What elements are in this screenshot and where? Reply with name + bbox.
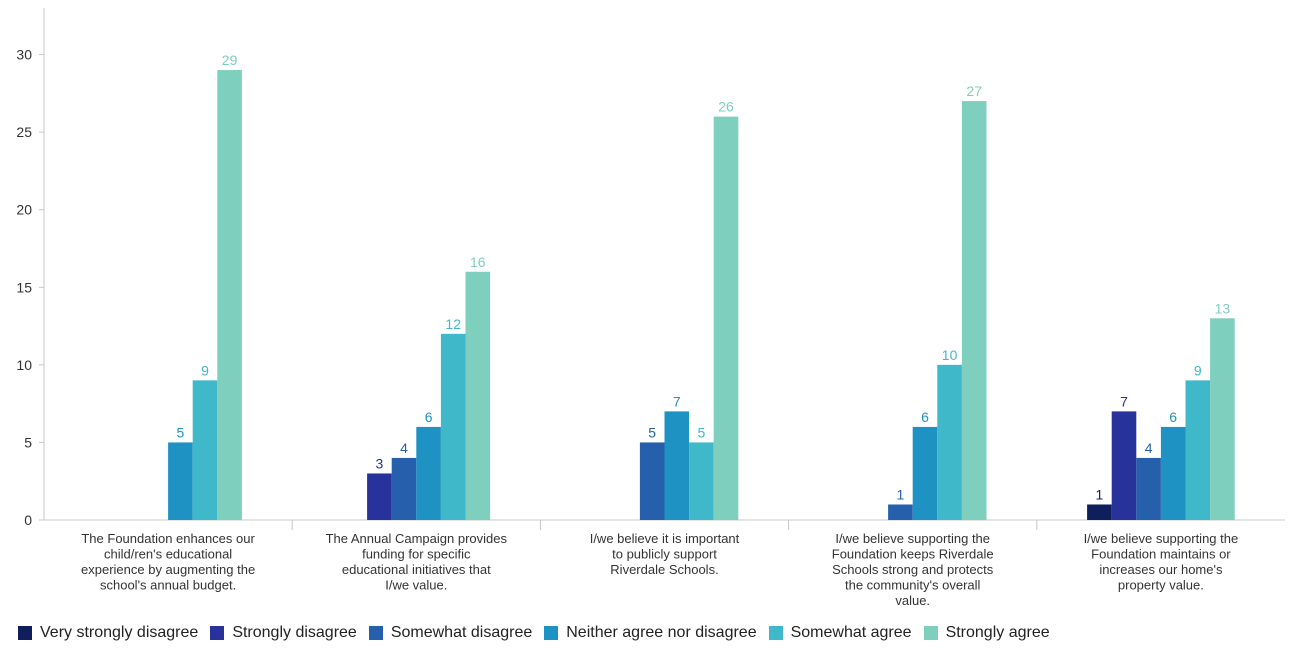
x-tick-label-line: educational initiatives that	[342, 562, 491, 577]
bar	[192, 380, 218, 520]
legend-item: Neither agree nor disagree	[544, 624, 757, 642]
x-tick-label-line: school's annual budget.	[100, 578, 236, 593]
legend-label: Very strongly disagree	[40, 624, 199, 641]
x-tick-label-line: child/ren's educational	[104, 547, 232, 562]
data-label: 5	[698, 424, 706, 440]
bar	[664, 411, 690, 520]
legend-label: Neither agree nor disagree	[566, 624, 757, 641]
x-tick-label-line: I/we believe supporting the	[835, 531, 990, 546]
data-label: 3	[376, 455, 384, 471]
bar	[912, 426, 938, 520]
bar	[1111, 411, 1137, 520]
data-label: 5	[177, 424, 185, 440]
legend-label: Somewhat disagree	[390, 624, 533, 641]
bar	[1136, 457, 1161, 520]
legend-swatch	[18, 626, 32, 640]
legend-label: Strongly agree	[945, 624, 1050, 641]
y-tick-label: 0	[24, 512, 32, 528]
bar	[689, 442, 714, 520]
bar	[367, 473, 392, 520]
legend-swatch	[923, 626, 938, 640]
x-tick-label: The Foundation enhances our child/ren's e…	[81, 531, 255, 593]
x-tick-label-line: property value.	[1118, 578, 1204, 593]
bar	[168, 442, 193, 520]
x-tick-label: The Annual Campaign provides funding for …	[326, 531, 508, 593]
y-tick-label: 15	[16, 279, 32, 295]
bar	[1185, 380, 1211, 520]
y-tick-label: 5	[24, 434, 32, 450]
data-label: 4	[1145, 440, 1153, 456]
x-tick-label-line: funding for specific	[362, 547, 471, 562]
legend-item: Somewhat disagree	[368, 624, 533, 642]
data-label: 16	[470, 254, 486, 270]
x-tick-label-line: increases our home's	[1099, 562, 1223, 577]
bar	[217, 70, 242, 520]
legend-swatch	[210, 626, 225, 640]
x-tick-label-line: to publicly support	[612, 547, 717, 562]
bar	[961, 101, 987, 520]
data-label: 26	[718, 99, 734, 115]
data-label: 10	[942, 347, 958, 363]
bar	[888, 504, 913, 520]
bar	[440, 333, 466, 520]
data-label: 7	[1120, 393, 1128, 409]
legend-label: Somewhat agree	[790, 624, 912, 641]
y-tick-label: 20	[16, 202, 32, 218]
x-tick-label-line: Foundation keeps Riverdale	[832, 547, 994, 562]
x-tick-label-line: The Foundation enhances our	[81, 531, 255, 546]
legend-label: Strongly disagree	[232, 624, 357, 641]
x-tick-label-line: I/we value.	[385, 578, 447, 593]
bar	[416, 426, 441, 520]
x-tick-label-line: experience by augmenting the	[81, 562, 255, 577]
x-tick-label-line: the community's overall	[845, 578, 981, 593]
data-label: 7	[673, 393, 681, 409]
x-tick-label-line: I/we believe it is important	[590, 531, 740, 546]
data-label: 9	[201, 362, 209, 378]
data-label: 29	[222, 52, 238, 68]
x-tick-label: I/we believe it is important to publicly …	[590, 531, 740, 577]
bar	[1210, 318, 1235, 520]
x-tick-label-line: I/we believe supporting the	[1084, 531, 1239, 546]
legend-item: Strongly agree	[923, 624, 1050, 642]
x-tick-label-line: Riverdale Schools.	[610, 562, 718, 577]
bar	[465, 271, 491, 520]
legend-swatch	[544, 626, 559, 640]
x-tick-label-line: value.	[895, 593, 930, 608]
x-tick-label-line: Schools strong and protects	[832, 562, 994, 577]
data-label: 9	[1194, 362, 1202, 378]
data-label: 6	[921, 409, 929, 425]
legend-item: Very strongly disagree	[18, 624, 198, 642]
data-label: 1	[897, 486, 905, 502]
bar	[391, 457, 417, 520]
bar	[1160, 426, 1186, 520]
x-tick-label-line: The Annual Campaign provides	[326, 531, 508, 546]
legend: Very strongly disagree Strongly disagree S…	[18, 624, 1062, 642]
data-label: 1	[1096, 486, 1104, 502]
legend-swatch	[768, 626, 783, 640]
data-label: 5	[648, 424, 656, 440]
data-label: 6	[425, 409, 433, 425]
data-label: 13	[1215, 300, 1231, 316]
data-label: 27	[966, 83, 982, 99]
x-tick-label: I/we believe supporting the Foundation ke…	[832, 531, 994, 608]
legend-swatch	[368, 626, 383, 640]
bar	[937, 364, 962, 520]
legend-item: Somewhat agree	[768, 624, 912, 642]
data-label: 6	[1169, 409, 1177, 425]
data-label: 4	[400, 440, 408, 456]
bar	[1087, 504, 1112, 520]
y-tick-label: 30	[16, 47, 32, 63]
data-label: 12	[445, 316, 461, 332]
x-tick-label: I/we believe supporting the Foundation ma…	[1084, 531, 1239, 593]
bar	[713, 116, 739, 520]
bar	[639, 442, 665, 520]
x-tick-label-line: Foundation maintains or	[1091, 547, 1231, 562]
y-tick-label: 10	[16, 357, 32, 373]
y-tick-label: 25	[16, 124, 32, 140]
legend-item: Strongly disagree	[210, 624, 357, 642]
